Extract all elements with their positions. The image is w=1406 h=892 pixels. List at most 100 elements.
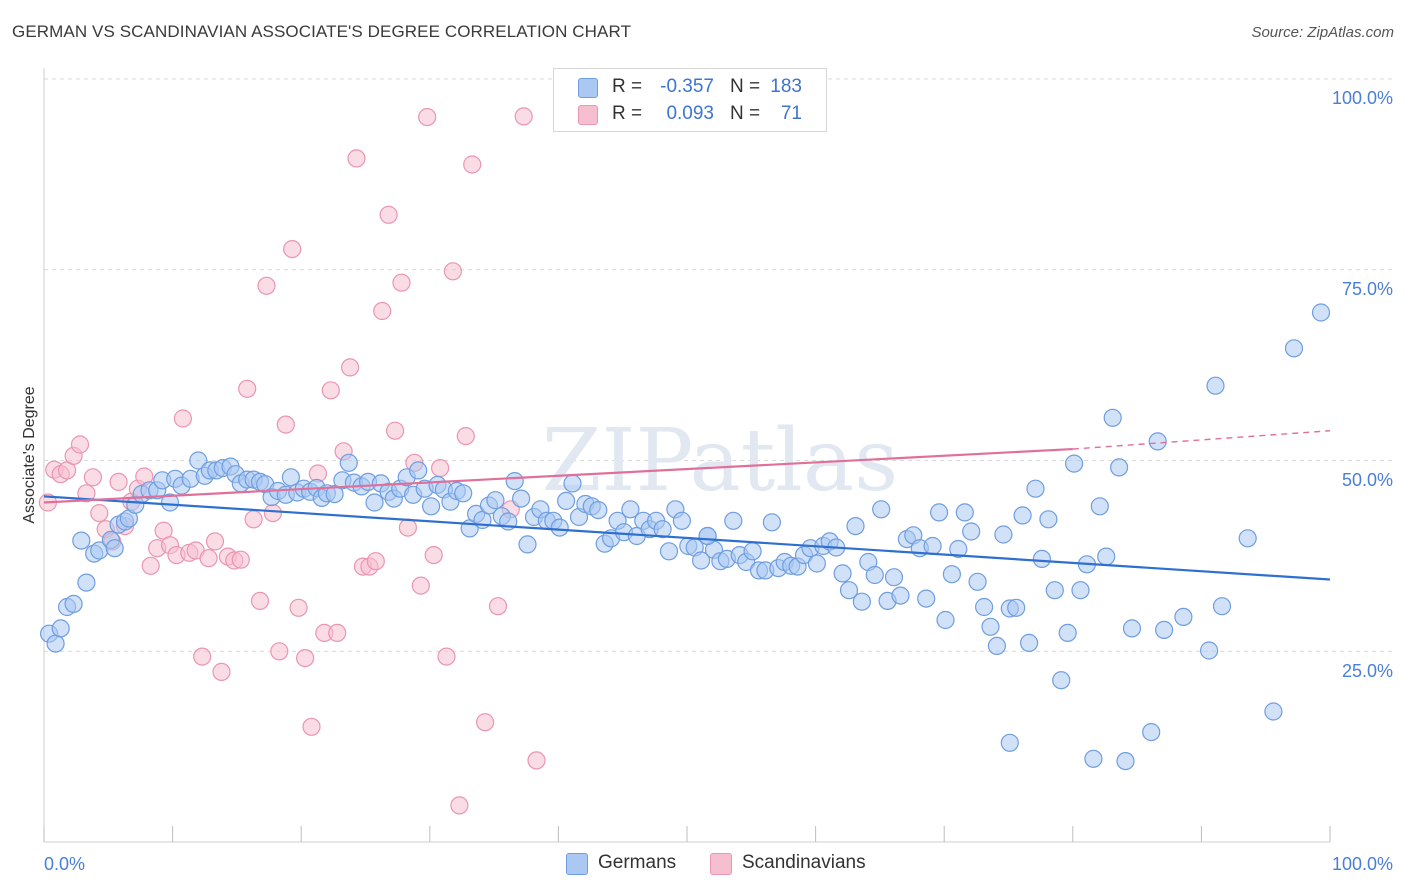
trend-lines [43,430,1331,581]
n-label: N = [730,103,761,124]
german-point [987,636,1007,656]
n-value: 183 [770,76,802,97]
axes [43,68,1331,843]
german-point [1284,339,1304,358]
scandinavian-point [70,435,90,454]
german-point [962,522,981,541]
scandinavian-point [276,415,295,434]
german-point [653,520,672,539]
german-point [1122,619,1142,638]
scandinavian-point [424,545,443,565]
legend-row-scandinavians: R = 0.093 N = 71 [554,101,826,127]
scandinavian-point [244,510,263,529]
german-point [1148,432,1167,451]
german-point [589,501,608,520]
german-point [339,453,358,472]
scandinavian-point [488,597,508,616]
y-tick-label-100: 100.0% [1332,88,1393,108]
r-label: R = [612,103,643,124]
german-point [518,535,537,554]
german-point [891,586,910,605]
scandinavian-point [289,598,308,617]
german-point [1206,376,1225,395]
german-point [1116,751,1135,771]
scandinavian-point [173,409,192,428]
german-point [511,489,531,508]
german-point [865,565,884,585]
german-point [884,568,904,587]
scandinavian-point [443,262,462,281]
german-point [942,565,962,584]
scandinavian-point [392,273,411,292]
german-point [51,619,70,638]
german-point [1142,722,1161,742]
german-point [365,493,384,512]
scandinavian-point [418,107,437,127]
german-point [505,472,524,491]
y-tick-label-25: 25.0% [1342,661,1393,681]
german-point [1019,633,1039,653]
german-point [1052,671,1071,690]
german-point [1212,597,1232,616]
scandinavian-point [83,468,103,487]
german-point [1064,454,1084,473]
german-point [807,554,827,573]
german-point [556,491,576,510]
x-tick-label-100: 100.0% [1332,854,1393,874]
german-point [46,634,65,653]
germans-swatch [578,78,598,98]
r-value: -0.357 [660,76,714,97]
german-point [1032,549,1052,569]
y-axis-label: Associate's Degree [21,386,38,523]
german-point [1039,510,1058,529]
n-value: 71 [780,103,802,124]
german-point [422,497,441,516]
germans-legend-swatch [566,853,588,875]
scandinavians-points [38,107,546,815]
stats-legend: R = -0.357 N = 183 R = 0.093 N = 71 [553,68,827,132]
german-point [454,484,473,503]
scandinavian-point [411,576,430,595]
german-point [955,503,974,522]
scandinavian-point [109,472,128,491]
german-point [923,536,942,556]
scandinavian-point [296,648,315,668]
scandinavian-point [270,642,289,661]
german-point [189,451,208,470]
german-point [852,592,872,611]
scandinavian-point [379,205,398,224]
y-tick-label-75: 75.0% [1342,279,1393,299]
scandinavians-legend-swatch [710,853,732,875]
bottom-legend-germans: Germans [566,852,676,875]
scandinavian-point [476,713,495,732]
chart-title: GERMAN VS SCANDINAVIAN ASSOCIATE'S DEGRE… [12,22,632,41]
german-point [743,542,762,561]
r-value: 0.093 [666,103,714,124]
scandinavian-point [231,550,250,569]
scandinavians-legend-label: Scandinavians [742,852,866,873]
scandinavian-point [514,107,533,126]
german-point [672,511,692,530]
scandinavian-point [193,647,212,666]
scandinavians-trend-extension [1072,430,1331,450]
n-label: N = [730,76,761,97]
r-label: R = [612,76,643,97]
german-point [994,525,1013,544]
german-point [1071,581,1090,600]
scandinavians-trend-line [43,447,1073,504]
german-point [968,572,987,591]
german-point [621,500,640,519]
chart-source: Source: ZipAtlas.com [1251,24,1394,41]
scandinavian-point [341,358,360,377]
german-point [486,491,505,510]
scandinavian-point [257,276,276,295]
scandinavian-point [373,301,392,321]
legend-row-germans: R = -0.357 N = 183 [554,74,826,100]
scandinavian-point [527,751,546,770]
german-point [839,581,859,600]
german-point [550,518,569,537]
germans-points [39,303,1331,771]
scandinavian-point [263,503,282,523]
scandinavian-point [205,532,225,551]
scandinavian-point [347,149,366,168]
